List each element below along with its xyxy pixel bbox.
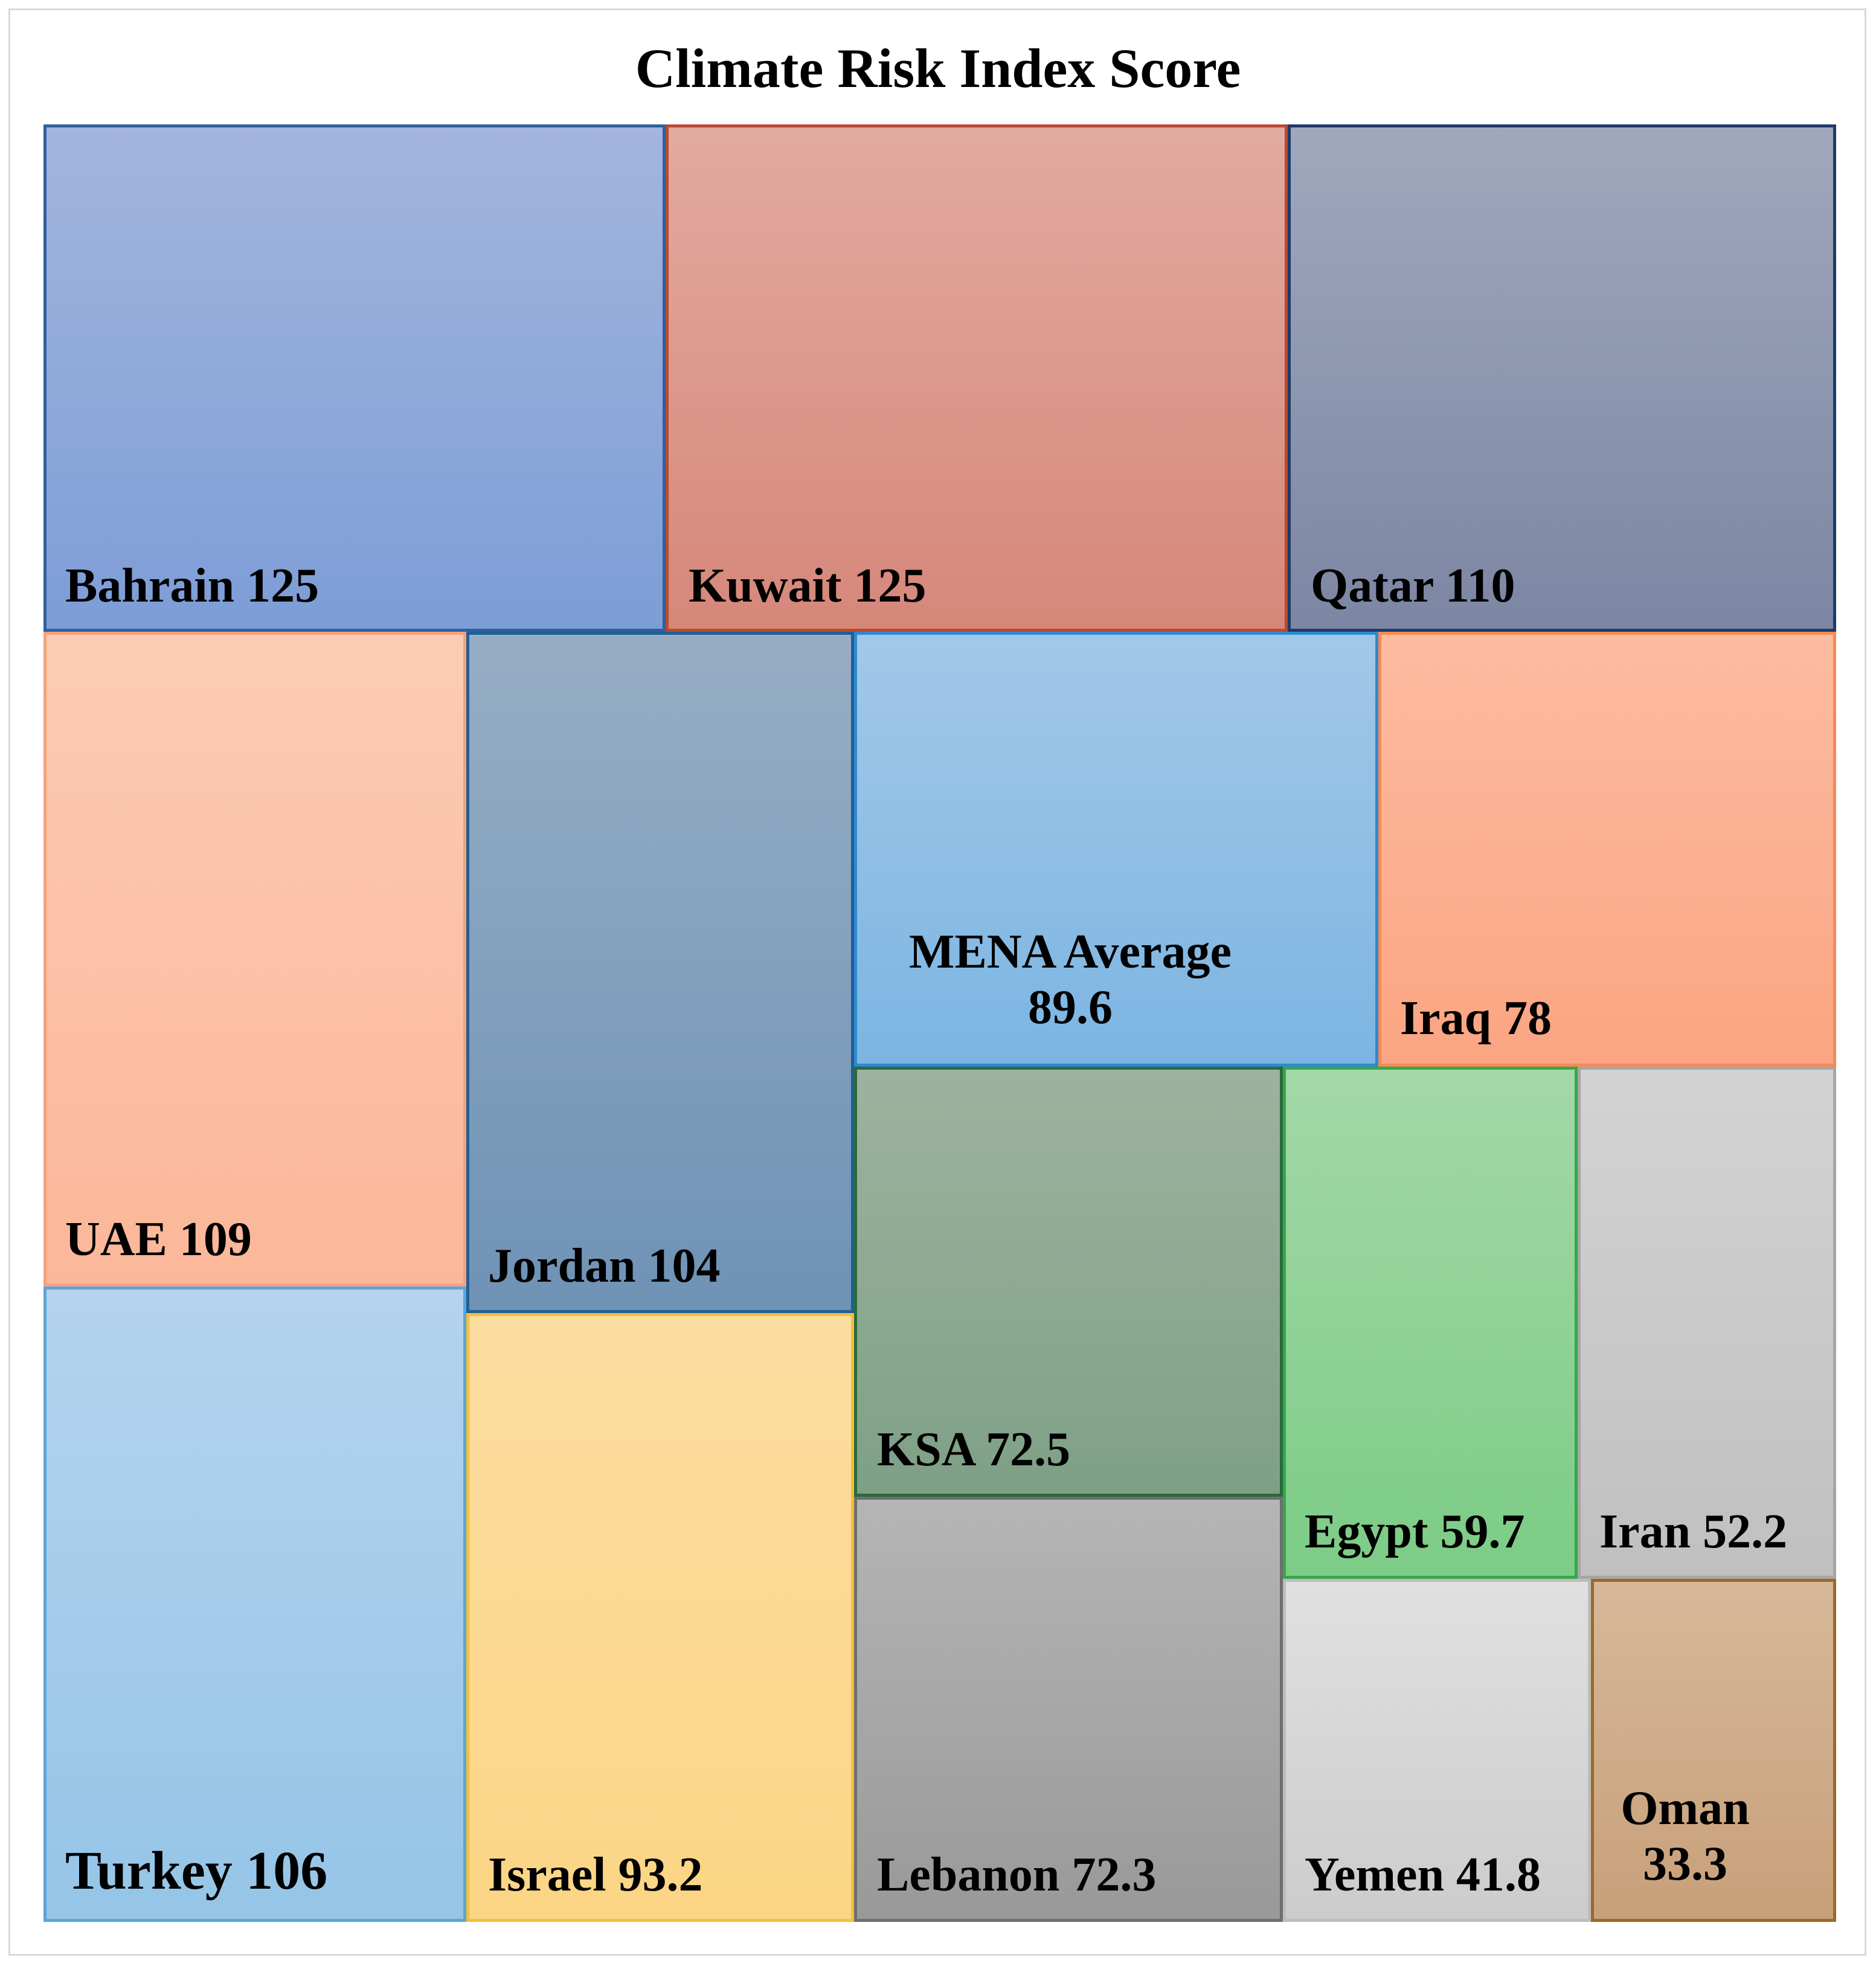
tile-label-iraq: Iraq 78 [1400,992,1552,1045]
tile-label-qatar: Qatar 110 [1311,559,1515,612]
tile-label-lebanon: Lebanon 72.3 [877,1848,1157,1901]
tile-uae [43,632,466,1287]
tile-label-iran: Iran 52.2 [1599,1505,1788,1558]
tile-qatar [1288,124,1836,632]
tile-name-mena-average: MENA Average [909,925,1232,978]
tile-label-oman: Oman 33.3 [1607,1781,1764,1892]
tile-label-egypt: Egypt 59.7 [1305,1505,1525,1558]
tile-label-turkey: Turkey 106 [65,1841,328,1901]
chart-title: Climate Risk Index Score [635,37,1241,99]
tile-label-jordan: Jordan 104 [488,1239,721,1293]
tile-mena-average [854,632,1378,1067]
tile-yemen [1283,1579,1591,1922]
tile-israel [466,1313,854,1922]
tile-label-kuwait: Kuwait 125 [689,559,927,612]
tile-lebanon [854,1497,1283,1922]
tile-turkey [43,1287,466,1922]
tile-value-oman: 33.3 [1643,1837,1727,1891]
tile-label-israel: Israel 93.2 [488,1848,703,1901]
tile-ksa [854,1067,1283,1497]
tile-label-mena-average: MENA Average 89.6 [877,924,1264,1035]
tile-iraq [1378,632,1836,1067]
tile-label-yemen: Yemen 41.8 [1305,1848,1541,1901]
tile-label-ksa: KSA 72.5 [877,1423,1071,1476]
tile-name-oman: Oman [1621,1782,1750,1835]
tile-kuwait [666,124,1288,632]
tile-value-mena-average: 89.6 [1028,981,1113,1034]
tile-label-bahrain: Bahrain 125 [65,559,320,612]
tile-bahrain [43,124,666,632]
tile-jordan [466,632,854,1313]
tile-oman [1591,1579,1836,1922]
tile-iran [1578,1067,1836,1579]
tile-egypt [1283,1067,1578,1579]
tile-label-uae: UAE 109 [65,1213,252,1266]
